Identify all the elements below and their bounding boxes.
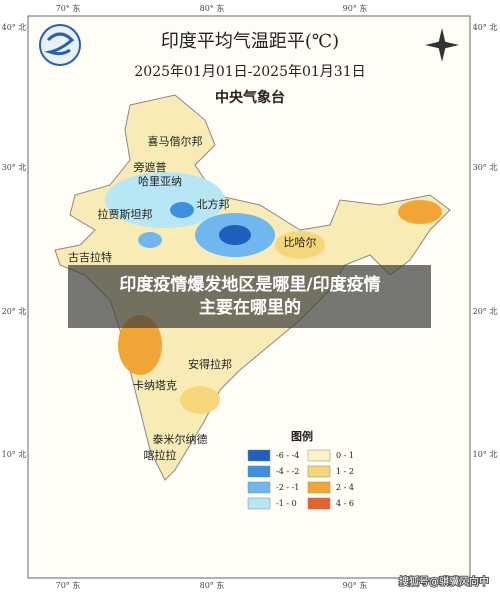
watermark: 搜狐号@骐骥风向中	[399, 575, 489, 588]
region-label: 哈里亚纳	[138, 175, 182, 188]
legend-swatch	[307, 497, 331, 510]
grid-label: 40° 北	[2, 23, 27, 32]
grid-label: 80° 东	[200, 580, 225, 590]
region-label: 喀拉拉	[144, 448, 177, 462]
map-period: 2025年01月01日-2025年01月31日	[134, 64, 365, 80]
grid-label: 30° 北	[473, 163, 498, 172]
legend-swatch	[307, 481, 331, 494]
map-title: 印度平均气温距平(℃)	[161, 31, 339, 52]
grid-label: 90° 东	[343, 3, 368, 13]
legend-label: -1 - 0	[276, 499, 297, 508]
grid-label: 20° 北	[2, 307, 27, 316]
legend-label: 4 - 6	[336, 499, 354, 508]
compass	[425, 28, 459, 62]
grid-label: 10° 北	[2, 450, 27, 459]
grid-label: 10° 北	[473, 450, 498, 459]
region-label: 拉贾斯坦邦	[98, 207, 153, 221]
overlay-band	[68, 265, 431, 328]
overlay-text: 印度疫情爆发地区是哪里/印度疫情	[119, 274, 380, 295]
region-label: 旁遮普	[134, 160, 167, 174]
legend-swatch	[307, 449, 331, 462]
grid-label: 30° 北	[2, 163, 27, 172]
legend-swatch	[247, 465, 271, 478]
legend-title: 图例	[291, 429, 313, 443]
legend-label: 2 - 4	[336, 483, 354, 492]
region-label: 安得拉邦	[188, 357, 232, 371]
map-source: 中央气象台	[215, 89, 285, 106]
legend-swatch	[307, 465, 331, 478]
legend-label: -6 - -4	[276, 451, 299, 460]
legend-swatch	[247, 481, 271, 494]
legend-swatch	[247, 449, 271, 462]
legend-swatch	[247, 497, 271, 510]
overlay-text: 主要在哪里的	[199, 297, 301, 318]
legend-label: -2 - -1	[276, 483, 299, 492]
grid-label: 90° 东	[343, 580, 368, 590]
region-label: 卡纳塔克	[133, 379, 177, 392]
grid-label: 80° 东	[200, 3, 225, 13]
legend-label: -4 - -2	[276, 467, 299, 476]
region-label: 喜马偕尔邦	[148, 134, 203, 148]
legend-label: 0 - 1	[336, 451, 354, 460]
grid-label: 70° 东	[56, 3, 81, 13]
region-label: 泰米尔纳德	[153, 432, 208, 446]
legend-label: 1 - 2	[336, 467, 354, 476]
grid-label: 40° 北	[473, 23, 498, 32]
grid-label: 70° 东	[56, 580, 81, 590]
grid-label: 20° 北	[473, 307, 498, 316]
region-label: 比哈尔	[284, 236, 317, 249]
region-label: 北方邦	[197, 197, 230, 211]
logo	[39, 24, 81, 66]
region-label: 古吉拉特	[68, 250, 112, 264]
